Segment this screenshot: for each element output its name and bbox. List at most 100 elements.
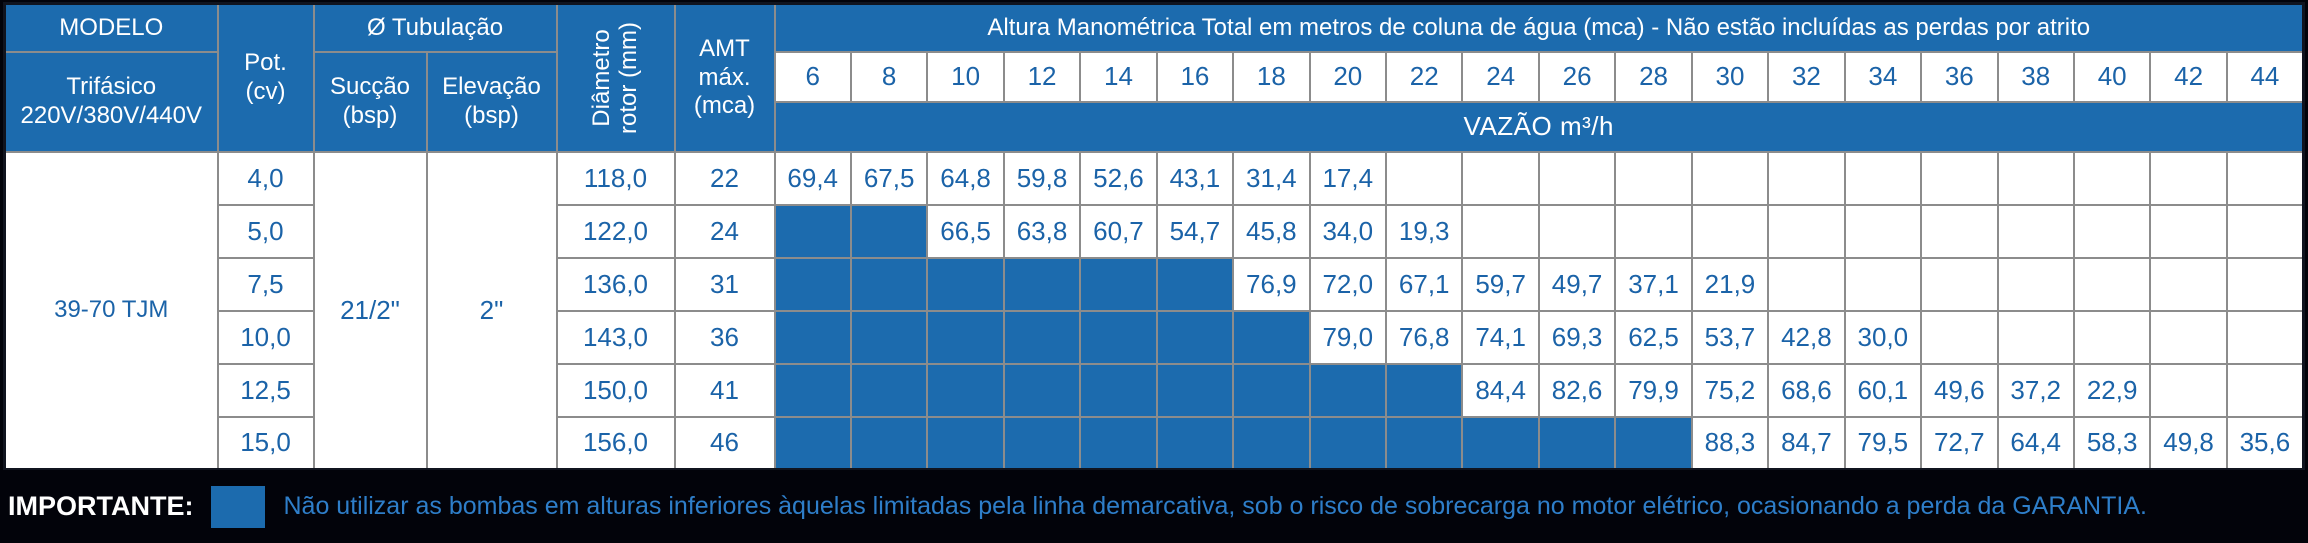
phase-voltage-header: Trifásico 220V/380V/440V (3, 50, 219, 153)
flow-value: 75,2 (1690, 362, 1770, 418)
empty-flow-cell (1461, 203, 1540, 259)
flow-value: 42,8 (1767, 309, 1846, 365)
flow-value: 54,7 (1155, 203, 1235, 259)
flow-value: 49,8 (2149, 415, 2228, 471)
demarcation-cell (1002, 362, 1082, 418)
flow-value: 31,4 (1232, 150, 1311, 206)
rotor-diameter-value: 118,0 (555, 150, 676, 206)
flow-value: 45,8 (1232, 203, 1311, 259)
amt-max-value: 46 (673, 415, 776, 471)
flow-value: 69,3 (1537, 309, 1617, 365)
pump-row: 7,5 136,0 31 76,9 72,0 67,1 59,7 49,7 37,1 21,9 (5, 256, 2305, 312)
empty-flow-cell (2149, 203, 2228, 259)
demarcation-cell (773, 309, 852, 365)
tubing-diameter-header: Ø Tubulação (312, 2, 558, 53)
flow-value: 21,9 (1690, 256, 1770, 312)
pump-row: 10,0 143,0 36 79,0 76,8 74,1 69,3 62,5 53,7 42,8 3… (5, 309, 2305, 365)
demarcation-cell (1079, 309, 1158, 365)
total-head-header: Altura Manométrica Total em metros de co… (773, 2, 2305, 53)
pump-row: 5,0 122,0 24 66,5 63,8 60,7 54,7 45,8 34,0 19,3 (5, 203, 2305, 259)
flow-value: 74,1 (1461, 309, 1540, 365)
flow-value: 59,7 (1461, 256, 1540, 312)
rotor-diameter-value: 150,0 (555, 362, 676, 418)
rotor-diameter-header-label: Diâmetro rotor (mm) (587, 21, 642, 134)
empty-flow-cell (1920, 256, 1999, 312)
empty-flow-cell (1996, 256, 2075, 312)
demarcation-cell (1079, 362, 1158, 418)
flow-value: 84,4 (1461, 362, 1540, 418)
empty-flow-cell (1690, 203, 1770, 259)
demarcation-cell (1155, 309, 1235, 365)
empty-flow-cell (1537, 203, 1617, 259)
empty-flow-cell (1920, 203, 1999, 259)
mca-column-header: 32 (1767, 50, 1846, 103)
amt-max-value: 22 (673, 150, 776, 206)
empty-flow-cell (2225, 150, 2305, 206)
mca-column-header: 36 (1920, 50, 1999, 103)
amt-max-header: AMT máx. (mca) (673, 2, 776, 153)
empty-flow-cell (1843, 203, 1923, 259)
flow-value: 63,8 (1002, 203, 1082, 259)
empty-flow-cell (1996, 203, 2075, 259)
empty-flow-cell (2072, 203, 2152, 259)
empty-flow-cell (2225, 309, 2305, 365)
amt-max-value: 41 (673, 362, 776, 418)
empty-flow-cell (1461, 150, 1540, 206)
elevation-value: 2" (425, 150, 558, 471)
rotor-diameter-value: 143,0 (555, 309, 676, 365)
demarcation-cell (1002, 309, 1082, 365)
demarcation-cell (1155, 415, 1235, 471)
demarcation-cell (773, 203, 852, 259)
empty-flow-cell (1996, 150, 2075, 206)
pump-data-body: 39-70 TJM 4,0 21/2" 2" 118,0 22 69,4 67,5 64,8 59… (3, 150, 2305, 471)
mca-column-header: 16 (1155, 50, 1235, 103)
demarcation-cell (1614, 415, 1693, 471)
empty-flow-cell (1996, 309, 2075, 365)
empty-flow-cell (2149, 362, 2228, 418)
empty-flow-cell (2225, 256, 2305, 312)
empty-flow-cell (1690, 150, 1770, 206)
mca-column-header: 8 (849, 50, 929, 103)
flow-value: 60,7 (1079, 203, 1158, 259)
empty-flow-cell (2072, 150, 2152, 206)
mca-column-header: 12 (1002, 50, 1082, 103)
mca-column-header: 34 (1843, 50, 1923, 103)
suction-value: 21/2" (312, 150, 428, 471)
demarcation-cell (1079, 415, 1158, 471)
flow-value: 30,0 (1843, 309, 1923, 365)
demarcation-cell (849, 256, 929, 312)
model-name: 39-70 TJM (3, 150, 219, 471)
flow-value: 60,1 (1843, 362, 1923, 418)
footer-warning: IMPORTANTE: Não utilizar as bombas em al… (0, 470, 2308, 543)
power-header: Pot. (cv) (216, 2, 315, 153)
flow-value: 49,6 (1920, 362, 1999, 418)
demarcation-cell (1232, 309, 1311, 365)
power-value: 4,0 (216, 150, 315, 206)
demarcation-cell (1232, 362, 1311, 418)
empty-flow-cell (2225, 203, 2305, 259)
flow-value: 64,8 (926, 150, 1005, 206)
demarcation-cell (1002, 256, 1082, 312)
mca-column-header: 44 (2225, 50, 2305, 103)
footer-warning-text: Não utilizar as bombas em alturas inferi… (283, 492, 2147, 520)
flow-value: 88,3 (1690, 415, 1770, 471)
empty-flow-cell (2072, 256, 2152, 312)
demarcation-cell (1308, 362, 1388, 418)
flow-value: 64,4 (1996, 415, 2075, 471)
mca-column-header: 22 (1384, 50, 1464, 103)
demarcation-cell (1308, 415, 1388, 471)
demarcation-cell (773, 256, 852, 312)
flow-value: 76,9 (1232, 256, 1311, 312)
rotor-diameter-value: 122,0 (555, 203, 676, 259)
demarcation-cell (1079, 256, 1158, 312)
demarcation-cell (1155, 256, 1235, 312)
amt-max-value: 36 (673, 309, 776, 365)
flow-value: 62,5 (1614, 309, 1693, 365)
demarcation-cell (926, 309, 1005, 365)
demarcation-cell (1155, 362, 1235, 418)
empty-flow-cell (1767, 203, 1846, 259)
flow-value: 67,1 (1384, 256, 1464, 312)
mca-column-header: 40 (2072, 50, 2152, 103)
mca-column-header: 18 (1232, 50, 1311, 103)
pump-spec-table: MODELO Pot. (cv) Ø Tubulação Diâmetro ro… (3, 2, 2305, 471)
